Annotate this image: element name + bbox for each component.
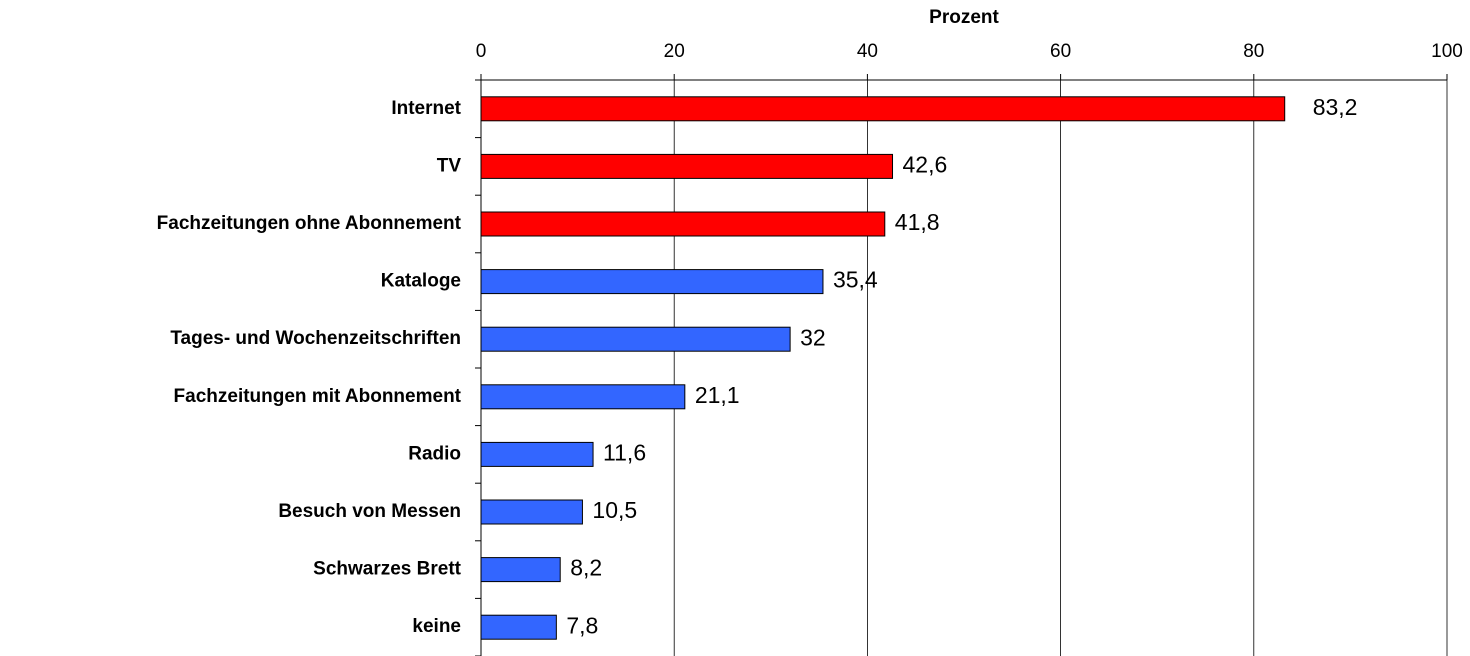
x-tick-label: 60 bbox=[1050, 41, 1071, 62]
y-tick-label: Fachzeitungen mit Abonnement bbox=[174, 386, 462, 407]
x-tick-label: 40 bbox=[857, 41, 878, 62]
value-label: 42,6 bbox=[903, 151, 948, 177]
bar bbox=[480, 614, 557, 640]
y-tick-label: Besuch von Messen bbox=[278, 501, 461, 522]
y-tick-label: Internet bbox=[391, 98, 461, 119]
value-label: 32 bbox=[800, 324, 826, 350]
bar bbox=[480, 326, 791, 352]
x-tick-label: 80 bbox=[1243, 41, 1264, 62]
value-label: 83,2 bbox=[1313, 94, 1358, 120]
bar bbox=[480, 153, 894, 179]
bar bbox=[480, 384, 686, 410]
x-tick-label: 100 bbox=[1431, 41, 1463, 62]
y-tick-label: TV bbox=[437, 155, 462, 176]
bar bbox=[480, 269, 824, 295]
bar bbox=[480, 441, 594, 467]
value-label: 35,4 bbox=[833, 267, 878, 293]
value-label: 7,8 bbox=[566, 612, 598, 638]
y-tick-label: Tages- und Wochenzeitschriften bbox=[170, 328, 461, 349]
value-label: 41,8 bbox=[895, 209, 940, 235]
y-tick-label: Radio bbox=[408, 443, 461, 464]
value-label: 10,5 bbox=[592, 497, 637, 523]
bar bbox=[480, 96, 1286, 122]
bar bbox=[480, 211, 886, 237]
y-tick-label: Schwarzes Brett bbox=[313, 559, 462, 580]
bar bbox=[480, 557, 561, 583]
axis-title: Prozent bbox=[929, 7, 999, 28]
x-tick-label: 20 bbox=[664, 41, 685, 62]
value-label: 11,6 bbox=[603, 439, 646, 465]
value-label: 21,1 bbox=[695, 382, 740, 408]
value-label: 8,2 bbox=[570, 555, 602, 581]
y-tick-label: Fachzeitungen ohne Abonnement bbox=[157, 213, 462, 234]
x-tick-label: 0 bbox=[476, 41, 487, 62]
bar bbox=[480, 499, 583, 525]
y-tick-label: keine bbox=[412, 616, 461, 637]
y-tick-label: Kataloge bbox=[381, 271, 461, 292]
